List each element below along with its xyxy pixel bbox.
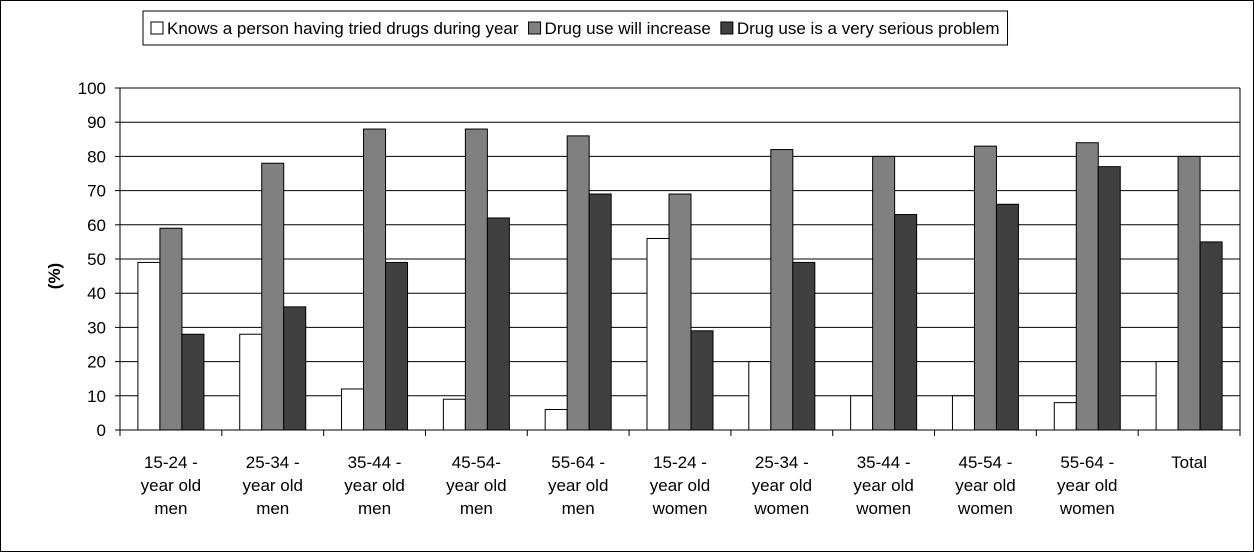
bar <box>239 333 263 431</box>
x-tick-label: 45-54 - <box>959 453 1013 472</box>
bar <box>137 261 161 431</box>
bar <box>850 395 874 431</box>
x-tick-label: men <box>460 499 493 518</box>
legend-swatch <box>528 21 542 35</box>
bar <box>442 398 466 431</box>
bar <box>1097 166 1121 431</box>
x-tick-label: women <box>855 499 911 518</box>
legend-swatch <box>720 21 734 35</box>
bar <box>872 155 896 431</box>
x-tick-label: 15-24 - <box>144 453 198 472</box>
bar <box>1075 142 1099 431</box>
bar <box>261 162 285 431</box>
x-tick-label: year old <box>446 476 506 495</box>
bar <box>646 237 670 431</box>
bar <box>792 261 816 431</box>
y-tick-label: 100 <box>78 79 106 98</box>
bar <box>159 227 183 431</box>
bar <box>588 193 612 431</box>
bar <box>668 193 692 431</box>
x-tick-label: year old <box>141 476 201 495</box>
x-tick-label: 45-54- <box>452 453 501 472</box>
bar <box>283 306 307 431</box>
y-tick-label: 20 <box>87 353 106 372</box>
x-tick-label: year old <box>650 476 710 495</box>
bar <box>748 361 772 431</box>
x-tick-label: 55-64 - <box>551 453 605 472</box>
x-tick-label: year old <box>1057 476 1117 495</box>
y-tick-label: 0 <box>97 421 106 440</box>
plot-area: 0 10 20 30 40 50 60 70 80 90 100 15-24 - year old men… <box>78 79 1241 518</box>
bar <box>951 395 975 431</box>
bar <box>385 261 409 431</box>
x-tick-label: year old <box>955 476 1015 495</box>
x-tick-label: women <box>652 499 708 518</box>
bar <box>1155 361 1179 431</box>
x-tick-label: men <box>154 499 187 518</box>
x-tick-label: 35-44 - <box>348 453 402 472</box>
legend-box <box>142 10 1009 46</box>
x-tick-label: year old <box>853 476 913 495</box>
bar <box>464 128 488 431</box>
y-tick-label: 90 <box>87 113 106 132</box>
bar <box>566 135 590 431</box>
y-tick-label: 10 <box>87 387 106 406</box>
x-tick-label: women <box>957 499 1013 518</box>
bar <box>544 408 568 431</box>
legend-label: Drug use will increase <box>545 19 711 38</box>
x-tick-label: women <box>753 499 809 518</box>
x-tick-label: year old <box>344 476 404 495</box>
bar <box>486 217 510 431</box>
x-tick-label: 15-24 - <box>653 453 707 472</box>
x-tick-label: 25-34 - <box>755 453 809 472</box>
x-tick-label: men <box>562 499 595 518</box>
x-tick-label: year old <box>752 476 812 495</box>
y-tick-label: 30 <box>87 318 106 337</box>
x-tick-label: 25-34 - <box>246 453 300 472</box>
bar <box>1199 241 1223 431</box>
bar <box>1053 402 1077 431</box>
legend-label: Drug use is a very serious problem <box>737 19 1000 38</box>
y-tick-label: 50 <box>87 250 106 269</box>
x-tick-label: men <box>256 499 289 518</box>
bar <box>973 145 997 431</box>
y-tick-label: 60 <box>87 216 106 235</box>
bar <box>1177 155 1201 431</box>
legend-swatch <box>150 21 164 35</box>
bar <box>995 203 1019 431</box>
bar <box>894 214 918 431</box>
legend: Knows a person having tried drugs during… <box>142 10 1009 46</box>
x-tick-label: Total <box>1171 453 1207 472</box>
x-tick-label: year old <box>548 476 608 495</box>
x-tick-label: women <box>1059 499 1115 518</box>
y-tick-label: 40 <box>87 284 106 303</box>
y-tick-label: 80 <box>87 147 106 166</box>
y-axis-label: (%) <box>45 263 64 289</box>
legend-label: Knows a person having tried drugs during… <box>167 19 519 38</box>
x-tick-label: 35-44 - <box>857 453 911 472</box>
bar <box>181 333 205 431</box>
x-tick-label: men <box>358 499 391 518</box>
x-tick-label: year old <box>242 476 302 495</box>
y-tick-label: 70 <box>87 182 106 201</box>
bar <box>690 330 714 431</box>
bar <box>363 128 387 431</box>
bar <box>341 388 365 431</box>
x-tick-label: 55-64 - <box>1060 453 1114 472</box>
bar <box>770 149 794 431</box>
